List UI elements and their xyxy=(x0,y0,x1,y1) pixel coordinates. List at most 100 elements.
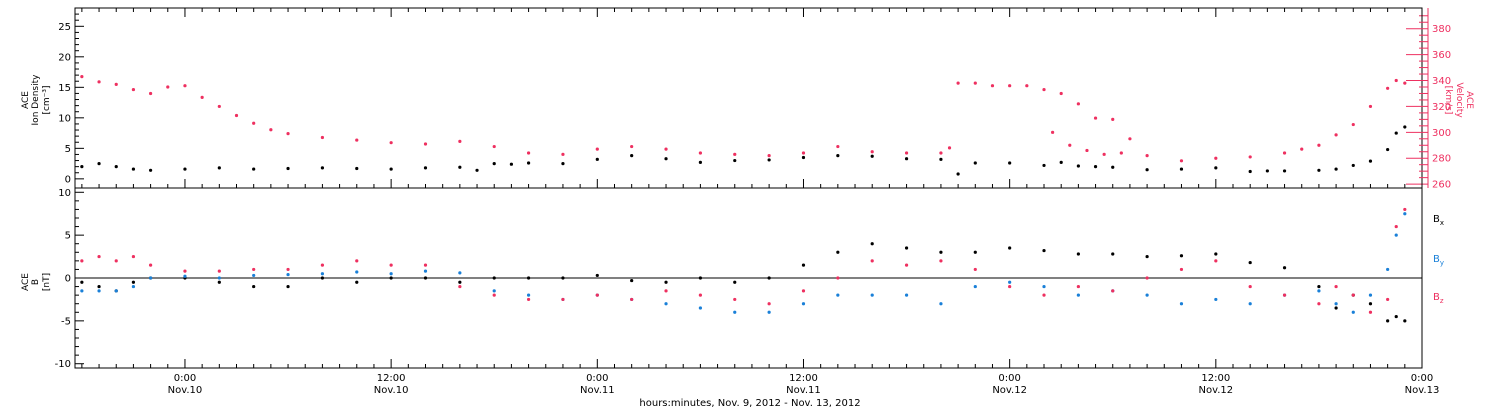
velocity-tick-label: 340 xyxy=(1432,76,1451,87)
top-ion-density-point xyxy=(1179,167,1184,171)
bottom-b-x-point xyxy=(389,276,393,280)
x-tick-sublabel: Nov.11 xyxy=(786,385,821,396)
top-ion-density-point xyxy=(939,157,943,161)
top-velocity-point xyxy=(1386,86,1390,90)
bottom-b-x-point xyxy=(939,250,943,254)
top-velocity-point xyxy=(836,144,840,149)
bottom-b-y-point xyxy=(1317,289,1321,293)
top-ion-density-point xyxy=(97,161,101,166)
density-tick-label: 10 xyxy=(58,113,71,124)
bottom-b-y-point xyxy=(801,302,806,306)
top-velocity-point xyxy=(80,75,84,79)
bottom-b-z-point xyxy=(1145,276,1149,280)
top-velocity-point xyxy=(664,147,668,151)
bottom-b-x-point xyxy=(801,263,806,267)
top-velocity-point xyxy=(234,113,239,118)
bottom-b-x-point xyxy=(1403,319,1407,323)
bottom-b-y-point xyxy=(664,302,668,306)
x-tick-sublabel: Nov.12 xyxy=(992,385,1027,396)
bottom-b-y-point xyxy=(1248,302,1252,306)
top-velocity-point xyxy=(526,151,531,155)
top-ion-density-point xyxy=(355,166,359,171)
top-velocity-point xyxy=(355,138,359,142)
top-velocity-point xyxy=(252,121,256,125)
bottom-b-z-point xyxy=(252,267,256,272)
x-tick-label: 12:00 xyxy=(377,373,406,384)
bottom-b-z-point xyxy=(97,254,101,259)
top-ion-density-point xyxy=(801,155,806,160)
top-velocity-point xyxy=(492,144,496,149)
bottom-b-z-point xyxy=(801,289,806,293)
bottom-b-x-point xyxy=(1368,302,1373,306)
bottom-b-x-point xyxy=(252,284,256,289)
top-ion-density-point xyxy=(217,166,221,170)
bottom-b-z-point xyxy=(148,263,153,267)
bottom-b-x-point xyxy=(97,284,101,289)
top-ion-density-point xyxy=(252,167,256,171)
top-ion-density-point xyxy=(80,165,84,169)
bottom-b-z-point xyxy=(423,263,428,267)
bottom-b-z-point xyxy=(939,259,943,263)
top-velocity-point xyxy=(458,139,462,143)
top-velocity-point xyxy=(1300,147,1304,151)
top-ion-density-point xyxy=(389,167,393,171)
top-velocity-point xyxy=(1351,122,1355,127)
b-tick-label: -5 xyxy=(61,316,71,327)
top-velocity-point xyxy=(166,85,170,89)
x-tick-label: 12:00 xyxy=(1201,373,1230,384)
top-ion-density-point xyxy=(286,166,290,171)
bottom-b-z-point xyxy=(1282,293,1287,297)
bottom-b-z-point xyxy=(1076,284,1080,289)
bottom-b-y-point xyxy=(131,284,136,289)
bottom-b-x-point xyxy=(1282,266,1287,270)
top-velocity-point xyxy=(269,128,273,132)
bottom-b-x-point xyxy=(131,280,136,284)
bottom-b-z-point xyxy=(526,297,531,302)
bottom-b-z-point xyxy=(1248,284,1252,289)
bottom-b-y-point xyxy=(286,272,290,277)
bottom-b-z-point xyxy=(836,276,840,280)
top-velocity-point xyxy=(148,91,153,96)
top-ion-density-point xyxy=(870,154,874,158)
top-velocity-point xyxy=(956,81,960,85)
bottom-b-z-point xyxy=(1317,302,1321,306)
top-ion-density-point xyxy=(1386,147,1390,152)
bottom-b-y-point xyxy=(355,270,359,274)
bottom-b-x-point xyxy=(1248,260,1252,265)
bottom-b-z-point xyxy=(698,293,702,297)
top-ion-density-point xyxy=(114,165,118,169)
bottom-b-y-point xyxy=(1386,267,1390,272)
top-ion-density-point xyxy=(630,154,634,158)
top-velocity-point xyxy=(1025,84,1029,88)
bottom-b-y-point xyxy=(733,310,737,314)
top-velocity-point xyxy=(1111,117,1115,121)
bottom-b-x-point xyxy=(973,250,977,254)
top-velocity-point xyxy=(1145,154,1149,158)
top-ion-density-point xyxy=(561,161,565,166)
top-velocity-point xyxy=(630,144,634,149)
top-velocity-point xyxy=(131,87,136,92)
bottom-b-z-point xyxy=(904,263,909,267)
top-ion-density-point xyxy=(836,154,840,158)
bottom-b-y-point xyxy=(1368,293,1373,297)
top-ion-density-point xyxy=(1214,166,1218,170)
top-velocity-point xyxy=(1119,151,1123,155)
x-tick-sublabel: Nov.12 xyxy=(1198,385,1233,396)
density-tick-label: 15 xyxy=(58,83,71,94)
top-ion-density-point xyxy=(904,157,909,161)
top-velocity-point xyxy=(1403,81,1407,85)
top-velocity-point xyxy=(973,81,977,85)
bottom-b-z-point xyxy=(664,289,668,293)
bottom-b-y-point xyxy=(526,293,531,297)
bottom-b-z-point xyxy=(286,267,290,272)
x-tick-sublabel: Nov.10 xyxy=(168,385,203,396)
top-velocity-point xyxy=(97,80,101,84)
top-left-ylabel-line1: ACE xyxy=(21,91,31,109)
top-ion-density-point xyxy=(475,168,479,172)
top-ion-density-point xyxy=(1394,131,1398,135)
bottom-b-z-point xyxy=(492,293,496,297)
velocity-tick-label: 260 xyxy=(1432,180,1451,191)
bottom-b-y-point xyxy=(904,293,909,297)
bottom-b-z-point xyxy=(1368,310,1373,314)
x-tick-label: 12:00 xyxy=(789,373,818,384)
